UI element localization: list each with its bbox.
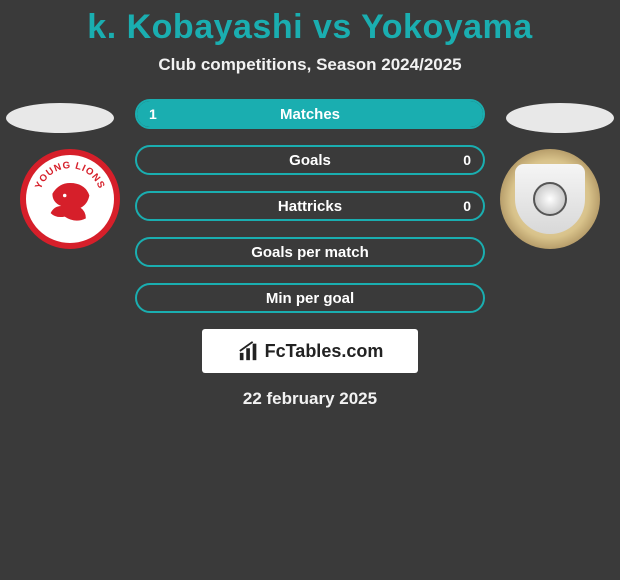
stat-row: Hattricks 0 [135, 191, 485, 221]
stat-row: Min per goal [135, 283, 485, 313]
stat-row: Goals per match [135, 237, 485, 267]
stat-value-right: 0 [451, 193, 483, 219]
team-badge-left: YOUNG LIONS [20, 149, 120, 249]
young-lions-icon: YOUNG LIONS [26, 155, 114, 243]
stat-value-right: 0 [451, 147, 483, 173]
stat-label: Goals [289, 152, 331, 169]
stat-label: Matches [280, 106, 340, 123]
page-title: k. Kobayashi vs Yokoyama [0, 0, 620, 47]
player-right-ellipse [506, 103, 614, 133]
brand-text: FcTables.com [265, 341, 384, 362]
stat-label: Hattricks [278, 198, 342, 215]
stat-row: Goals 0 [135, 145, 485, 175]
footer-date: 22 february 2025 [0, 389, 620, 409]
brand-badge: FcTables.com [202, 329, 418, 373]
shield-icon [515, 164, 585, 234]
stat-label: Min per goal [266, 290, 354, 307]
page-subtitle: Club competitions, Season 2024/2025 [0, 55, 620, 75]
stat-label: Goals per match [251, 244, 369, 261]
player-left-ellipse [6, 103, 114, 133]
bar-chart-icon [237, 340, 261, 362]
team-badge-right [500, 149, 600, 249]
stat-rows: 1 Matches Goals 0 Hattricks 0 Goals per match M… [135, 99, 485, 313]
stat-row: 1 Matches [135, 99, 485, 129]
comparison-area: YOUNG LIONS 1MatchesGoals0Hattricks0Goal… [0, 99, 620, 409]
stat-value-left: 1 [137, 101, 169, 127]
